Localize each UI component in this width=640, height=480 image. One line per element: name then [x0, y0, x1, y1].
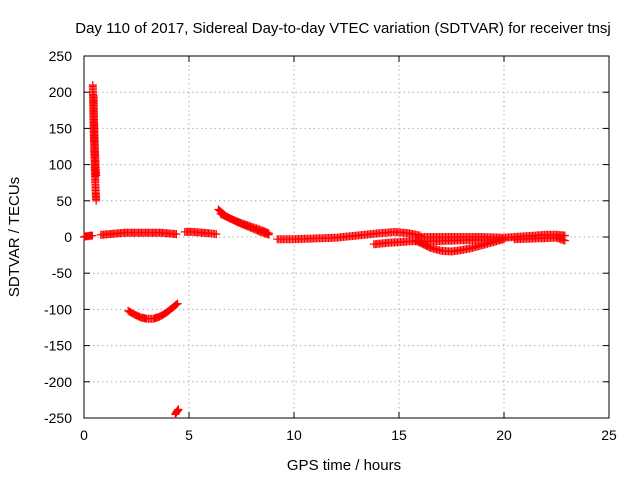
series-points — [96, 228, 181, 239]
series-start — [80, 231, 97, 241]
y-tick-label: -100 — [44, 301, 72, 317]
series-points — [273, 227, 424, 244]
y-tick-label: 150 — [49, 120, 73, 136]
series-points — [89, 91, 101, 180]
y-tick-label: 200 — [49, 84, 73, 100]
series-spike-upper — [89, 91, 101, 180]
series-arc-3-edge — [216, 209, 273, 238]
series-points — [411, 235, 508, 256]
y-tick-label: 0 — [64, 229, 72, 245]
series-points — [80, 231, 97, 241]
series-dip — [124, 299, 182, 323]
x-tick-label: 20 — [496, 427, 512, 443]
y-axis-label: SDTVAR / TECUs — [6, 177, 23, 297]
series-points — [510, 233, 569, 245]
y-tick-label: -50 — [52, 265, 72, 281]
y-tick-label: -250 — [44, 410, 72, 426]
series-points — [180, 227, 221, 239]
x-tick-label: 15 — [391, 427, 407, 443]
x-tick-label: 25 — [601, 427, 617, 443]
data-points — [80, 81, 569, 419]
y-tick-label: -200 — [44, 374, 72, 390]
y-tick-label: 50 — [56, 193, 72, 209]
series-points — [216, 209, 273, 238]
y-tick-label: 100 — [49, 157, 73, 173]
series-low — [171, 405, 183, 419]
y-tick-label: -150 — [44, 338, 72, 354]
y-tick-label: 250 — [49, 48, 73, 64]
x-tick-label: 0 — [80, 427, 88, 443]
x-tick-label: 5 — [185, 427, 193, 443]
series-points — [124, 299, 182, 323]
series-arc-2 — [180, 227, 221, 239]
chart-title: Day 110 of 2017, Sidereal Day-to-day VTE… — [75, 20, 611, 37]
series-points — [171, 405, 183, 419]
x-tick-label: 10 — [286, 427, 302, 443]
series-arc-6 — [411, 235, 508, 256]
axis-ticks: 0 5 10 15 20 25 -250 -200 -150 -100 -50 0 50 100 150 20… — [44, 48, 617, 443]
series-arc-4 — [273, 227, 424, 244]
x-axis-label: GPS time / hours — [287, 457, 401, 474]
series-arc-7-end — [510, 233, 569, 245]
series-arc-1 — [96, 228, 181, 239]
